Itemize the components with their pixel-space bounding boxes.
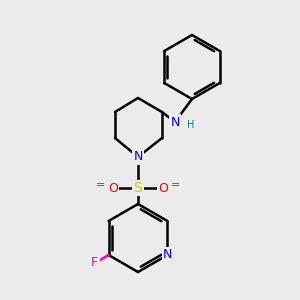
Text: N: N [170, 116, 180, 128]
Text: H: H [187, 120, 194, 130]
Text: N: N [163, 248, 172, 262]
Text: N: N [133, 151, 143, 164]
Text: =: = [171, 180, 180, 190]
Text: =: = [96, 180, 105, 190]
Text: O: O [108, 182, 118, 194]
Text: S: S [134, 181, 142, 195]
Text: F: F [91, 256, 98, 269]
Text: O: O [158, 182, 168, 194]
